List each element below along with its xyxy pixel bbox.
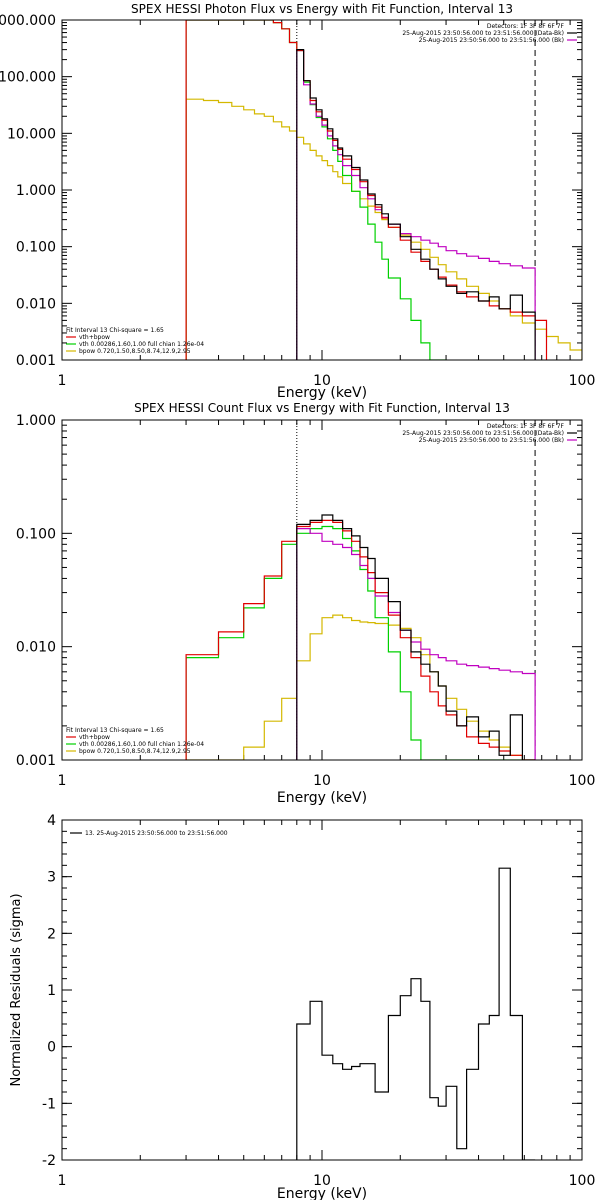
legend-top-entry: 25-Aug-2015 23:50:56.000 to 23:51:56.000…	[419, 37, 564, 44]
series-background	[296, 528, 536, 760]
chart-title: SPEX HESSI Count Flux vs Energy with Fit…	[134, 401, 510, 415]
y-tick-label: 100.000	[0, 70, 56, 86]
series-data	[296, 867, 536, 1160]
residuals-panel: Energy (keV) Normalized Residuals (sigma)…	[9, 813, 595, 1200]
legend-bottom-entry: vth+bpow	[79, 334, 110, 341]
y-tick-label: 0.100	[16, 240, 56, 256]
series-vth	[185, 20, 447, 360]
legend-bottom-entry: vth 0.00286,1.60,1.00 full chian 1.26e-0…	[79, 741, 204, 748]
count-flux-panel: SPEX HESSI Count Flux vs Energy with Fit…	[16, 401, 595, 806]
x-tick-label: 100	[569, 773, 596, 789]
x-tick-label: 100	[569, 373, 596, 389]
y-tick-label: 3	[47, 870, 56, 886]
legend-top-entry: 25-Aug-2015 23:50:56.000 to 23:51:56.000…	[402, 430, 564, 437]
x-tick-label: 10	[313, 1173, 331, 1189]
x-tick-label: 10	[313, 773, 331, 789]
plot-frame	[61, 419, 583, 761]
legend-entry: 13. 25-Aug-2015 23:50:56.000 to 23:51:56…	[85, 830, 228, 837]
x-tick-label: 1	[58, 373, 67, 389]
y-tick-label: 0.010	[16, 640, 56, 656]
legend-bottom-entry: bpow 0.720,1.50,8.50,8.74,12.9,2.95	[79, 348, 191, 355]
y-tick-label: 4	[47, 813, 56, 829]
legend-bottom-entry: vth+bpow	[79, 734, 110, 741]
legend-top-entry: Detectors: 1F 3F 8F 6F 7F	[487, 423, 565, 430]
x-tick-label: 10	[313, 373, 331, 389]
legend-top-entry: Detectors: 1F 3F 8F 6F 7F	[487, 23, 565, 30]
photon-flux-panel: SPEX HESSI Photon Flux vs Energy with Fi…	[0, 2, 595, 401]
y-tick-label: 1	[47, 983, 56, 999]
legend-bottom-entry: vth 0.00286,1.60,1.00 full chian 1.26e-0…	[79, 341, 204, 348]
y-tick-label: -2	[42, 1153, 56, 1169]
x-axis-label: Energy (keV)	[277, 790, 367, 806]
plot-frame	[61, 19, 583, 361]
legend-top-entry: 25-Aug-2015 23:50:56.000 to 23:51:56.000…	[419, 437, 564, 444]
y-tick-label: 2	[47, 926, 56, 942]
legend-bottom-entry: Fit Interval 13 Chi-square = 1.65	[66, 727, 164, 734]
y-axis-label: Normalized Residuals (sigma)	[9, 893, 24, 1086]
series-bpow	[186, 614, 536, 760]
chart-title: SPEX HESSI Photon Flux vs Energy with Fi…	[131, 2, 513, 16]
x-tick-label: 1	[58, 1173, 67, 1189]
y-tick-label: 0.001	[16, 753, 56, 769]
series-vth	[185, 525, 523, 760]
legend-bottom-entry: bpow 0.720,1.50,8.50,8.74,12.9,2.95	[79, 748, 191, 755]
legend-bottom-entry: Fit Interval 13 Chi-square = 1.65	[66, 327, 164, 334]
legend-top-entry: 25-Aug-2015 23:50:56.000 to 23:51:56.000…	[402, 30, 564, 37]
series-data	[296, 49, 536, 360]
x-tick-label: 1	[58, 773, 67, 789]
y-tick-label: 1.000	[16, 413, 56, 429]
series-total	[185, 20, 548, 360]
series-background	[296, 49, 536, 360]
y-tick-label: -1	[42, 1096, 56, 1112]
series-bpow	[185, 98, 582, 360]
y-tick-label: 0	[47, 1040, 56, 1056]
series-total	[185, 519, 536, 760]
y-tick-label: 10.000	[7, 126, 56, 142]
y-tick-label: 1.000	[16, 183, 56, 199]
x-axis-label: Energy (keV)	[277, 1186, 367, 1200]
y-tick-label: 0.100	[16, 526, 56, 542]
plot-frame	[61, 819, 583, 1161]
x-tick-label: 100	[569, 1173, 596, 1189]
series-data	[296, 514, 536, 760]
y-tick-label: 0.010	[16, 296, 56, 312]
x-axis-label: Energy (keV)	[277, 385, 367, 401]
y-tick-label: 0.001	[16, 353, 56, 369]
